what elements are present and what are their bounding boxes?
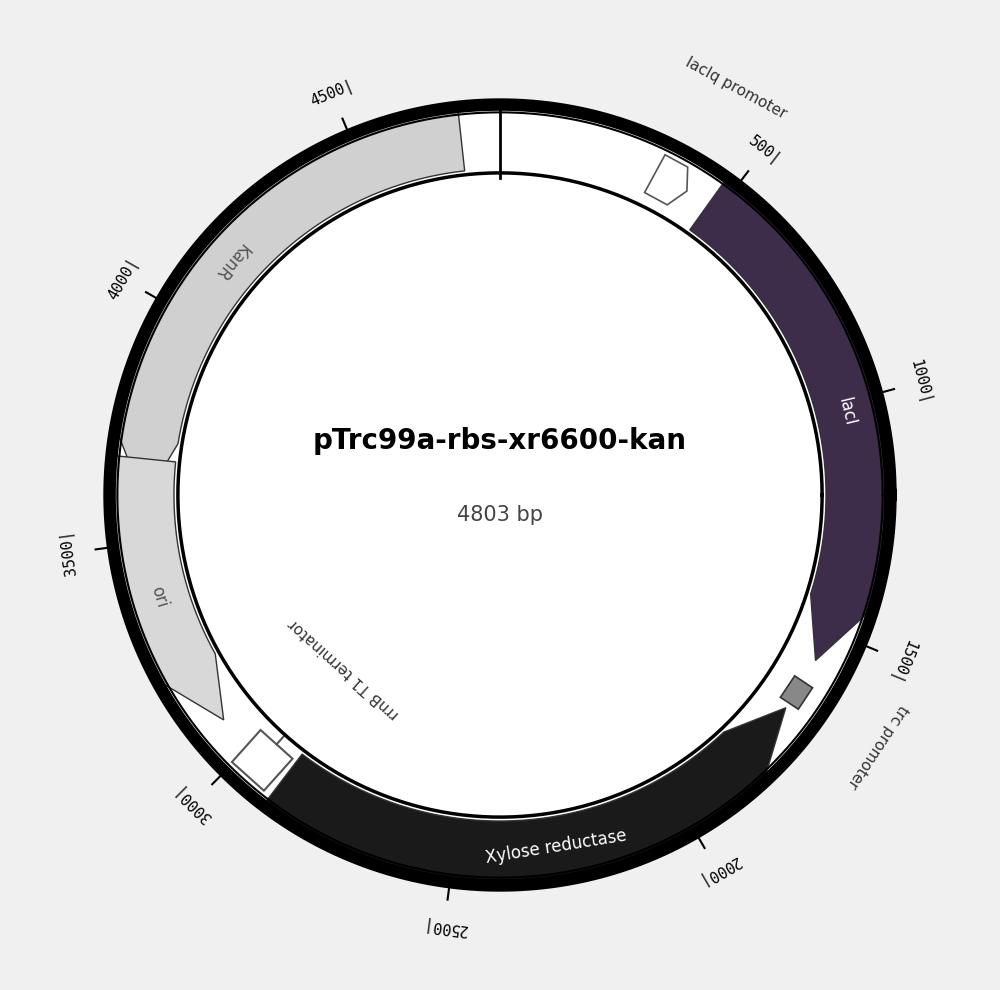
Polygon shape <box>232 730 293 791</box>
Polygon shape <box>690 181 887 660</box>
Text: 1500|: 1500| <box>885 637 918 685</box>
Polygon shape <box>113 455 224 720</box>
Polygon shape <box>780 676 813 709</box>
Text: pTrc99a-rbs-xr6600-kan: pTrc99a-rbs-xr6600-kan <box>313 428 687 455</box>
Text: trc promoter: trc promoter <box>845 702 911 791</box>
Text: lacIq promoter: lacIq promoter <box>683 55 789 122</box>
Text: rrnB T1 terminator: rrnB T1 terminator <box>286 615 402 722</box>
Text: KanR: KanR <box>210 239 252 283</box>
Text: 1000|: 1000| <box>906 358 933 406</box>
Polygon shape <box>265 708 786 881</box>
Text: 2000|: 2000| <box>694 852 742 889</box>
Circle shape <box>110 105 890 885</box>
Text: Xylose reductase: Xylose reductase <box>484 827 628 867</box>
Text: ori: ori <box>147 584 170 610</box>
Text: 4803 bp: 4803 bp <box>457 505 543 525</box>
Polygon shape <box>645 154 688 205</box>
Text: 4500|: 4500| <box>308 78 356 111</box>
Text: 2500|: 2500| <box>421 915 468 937</box>
Polygon shape <box>118 111 465 501</box>
Text: 3500|: 3500| <box>59 530 80 576</box>
Text: lacI: lacI <box>834 395 858 428</box>
Text: 500|: 500| <box>745 133 784 167</box>
Text: 4000|: 4000| <box>105 255 141 303</box>
Text: 3000|: 3000| <box>172 781 215 825</box>
